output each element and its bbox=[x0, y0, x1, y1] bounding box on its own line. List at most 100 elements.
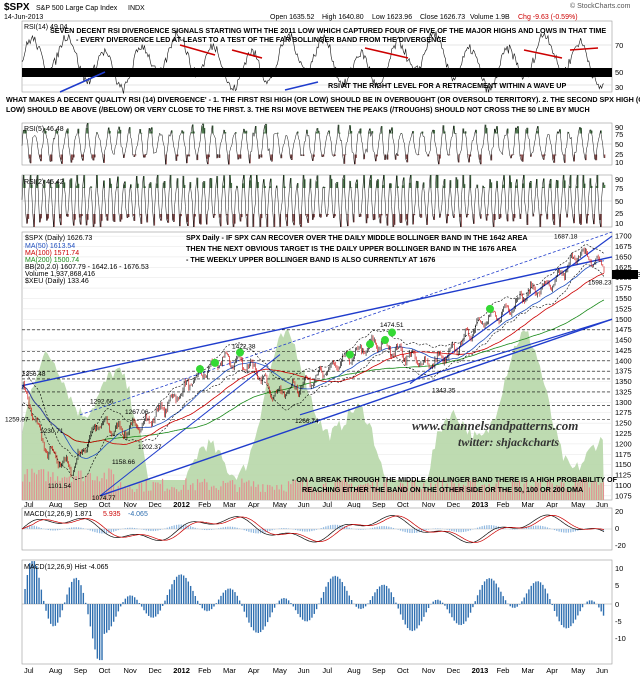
overbought-fill bbox=[331, 179, 333, 188]
macd-area-bar bbox=[388, 526, 390, 529]
oversold-fill bbox=[219, 154, 221, 158]
hist-tick-neg5: -5 bbox=[615, 617, 622, 626]
macd-area-bar bbox=[327, 525, 329, 529]
hist-bar bbox=[549, 599, 551, 604]
overbought-fill bbox=[507, 128, 509, 134]
volume-bar bbox=[171, 486, 173, 500]
macd-area-bar bbox=[362, 529, 364, 530]
oversold-fill bbox=[473, 214, 475, 224]
xeu-area bbox=[22, 329, 604, 500]
overbought-fill bbox=[44, 128, 46, 134]
x-axis-label: 2013 bbox=[472, 666, 489, 675]
volume-bar bbox=[119, 482, 122, 500]
hist-bar bbox=[525, 593, 528, 604]
price-tick-label: 1325 bbox=[615, 387, 632, 396]
overbought-fill bbox=[201, 126, 203, 134]
volume-bar bbox=[217, 489, 220, 500]
signal-dot bbox=[346, 350, 354, 359]
volume-bar bbox=[327, 489, 329, 500]
overbought-fill bbox=[181, 130, 184, 134]
macd-area-bar bbox=[229, 526, 231, 529]
hist-bar bbox=[285, 598, 287, 604]
macd-area-bar bbox=[206, 529, 208, 531]
oversold-fill bbox=[354, 154, 356, 165]
hist-bar bbox=[481, 585, 483, 604]
macd-area-bar bbox=[287, 528, 290, 529]
x-axis-label: Aug bbox=[347, 500, 360, 509]
hist-bar bbox=[542, 584, 544, 604]
volume-bar bbox=[38, 469, 40, 500]
volume-bar bbox=[189, 484, 192, 500]
chart-date: 14-Jun-2013 bbox=[4, 14, 43, 21]
volume-bar bbox=[206, 482, 208, 500]
hist-legend: MACD(12,26,9) Hist -4.065 bbox=[24, 564, 109, 571]
macd-area-bar bbox=[465, 529, 467, 532]
legend-spx: $SPX (Daily) 1626.73 bbox=[25, 235, 92, 242]
overbought-fill bbox=[224, 132, 227, 134]
overbought-fill bbox=[444, 131, 446, 134]
price-tick-label: 1075 bbox=[615, 491, 632, 500]
volume-bar bbox=[453, 483, 455, 500]
hist-bar bbox=[588, 600, 591, 604]
volume-bar bbox=[434, 484, 437, 500]
volume-bar bbox=[112, 474, 115, 500]
hist-bar bbox=[117, 604, 120, 612]
x-axis-label: Jul bbox=[322, 500, 332, 509]
volume-bar bbox=[154, 482, 157, 500]
macd-area-bar bbox=[563, 529, 565, 533]
oversold-fill bbox=[139, 214, 142, 216]
overbought-fill bbox=[264, 186, 266, 188]
hist-bar bbox=[101, 604, 103, 661]
oversold-fill bbox=[493, 214, 495, 227]
overbought-fill bbox=[229, 175, 231, 188]
hist-bar bbox=[294, 604, 297, 611]
oversold-fill bbox=[159, 214, 161, 218]
overbought-fill bbox=[590, 129, 592, 134]
overbought-fill bbox=[542, 186, 544, 188]
hist-bar bbox=[453, 604, 455, 621]
macd-area-bar bbox=[376, 526, 378, 529]
overbought-fill bbox=[51, 187, 53, 188]
rsi5-tick-90: 90 bbox=[615, 123, 623, 132]
overbought-fill bbox=[376, 180, 378, 188]
price-tick-label: 1650 bbox=[615, 252, 632, 261]
volume-bar bbox=[588, 487, 591, 500]
volume-bar bbox=[350, 483, 353, 500]
overbought-fill bbox=[35, 180, 38, 188]
macd-area-bar bbox=[539, 525, 542, 529]
volume-bar bbox=[425, 490, 427, 500]
oversold-fill bbox=[305, 214, 307, 215]
volume-bar bbox=[446, 483, 448, 500]
hist-bar bbox=[110, 604, 113, 627]
overbought-fill bbox=[230, 182, 233, 188]
oversold-fill bbox=[333, 154, 335, 157]
hist-bar bbox=[122, 602, 124, 604]
oversold-fill bbox=[513, 214, 515, 222]
macd-area-bar bbox=[495, 525, 497, 529]
macd-area-bar bbox=[462, 529, 465, 533]
price-label: 1687.18 bbox=[554, 233, 578, 240]
hist-bar bbox=[439, 600, 441, 604]
oversold-fill bbox=[86, 214, 88, 226]
top-annotation-line2: - EVERY DIVERGENCE LED AT LEAST TO A TES… bbox=[76, 35, 447, 44]
price-tick-label: 1575 bbox=[615, 284, 632, 293]
volume-value: Volume 1.9B bbox=[470, 14, 510, 21]
rsi2-tick-50: 50 bbox=[615, 197, 623, 206]
hist-bar bbox=[178, 574, 180, 604]
overbought-fill bbox=[24, 130, 26, 134]
volume-bar bbox=[472, 478, 474, 500]
hist-bar bbox=[136, 599, 138, 604]
hist-bar bbox=[497, 587, 500, 604]
x-axis-label: Aug bbox=[49, 666, 62, 675]
volume-bar bbox=[525, 479, 528, 500]
oversold-fill bbox=[480, 214, 482, 219]
oversold-fill bbox=[546, 214, 549, 220]
volume-bar bbox=[581, 479, 584, 500]
volume-bar bbox=[122, 488, 124, 500]
last-price-label: 1626.73 bbox=[614, 270, 640, 279]
macd-area-bar bbox=[117, 529, 119, 531]
hist-bar bbox=[236, 595, 239, 604]
oversold-fill bbox=[39, 214, 41, 223]
overbought-fill bbox=[591, 186, 593, 188]
volume-bar bbox=[402, 483, 404, 500]
